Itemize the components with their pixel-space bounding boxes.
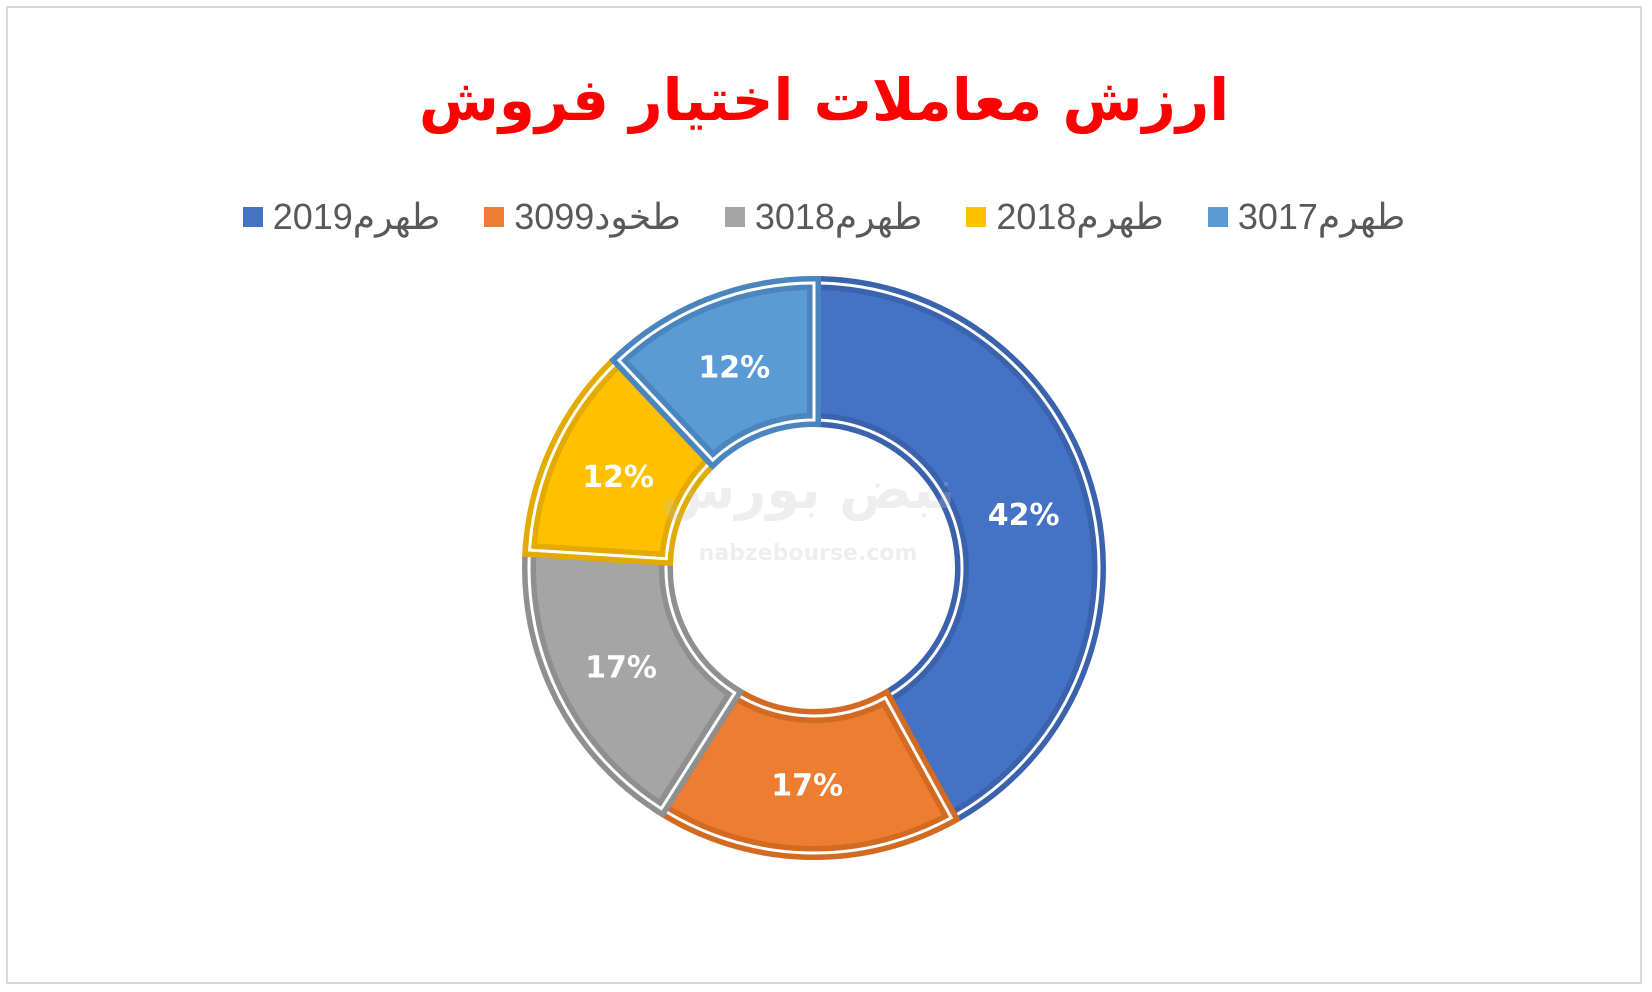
slice-separator (616, 281, 816, 463)
donut-chart: نبض بورس nabzebourse.com 42% 17% 17% 12% 12% (522, 275, 1106, 860)
chart-frame: ارزش معاملات اختیار فروش طهرم2019 طخود30… (6, 6, 1642, 984)
legend-swatch (724, 207, 745, 227)
slice-separator (527, 548, 737, 811)
legend-swatch (1207, 207, 1228, 227)
legend-swatch (242, 207, 263, 227)
legend-label: طهرم3018 (754, 196, 923, 237)
slice-separator (812, 281, 1101, 820)
legend-item: طهرم3018 (724, 196, 923, 238)
legend-item: طهرم2018 (966, 196, 1164, 238)
watermark-text: نبض بورس (661, 458, 956, 522)
slice-label: 12% (582, 460, 654, 495)
slice-label: 17% (585, 650, 657, 685)
donut-slices (522, 275, 1106, 860)
chart-title: ارزش معاملات اختیار فروش (418, 66, 1230, 134)
slice-label: 17% (771, 768, 843, 803)
legend-item: طهرم2019 (242, 196, 441, 238)
legend-swatch (966, 207, 987, 227)
legend-swatch (484, 207, 505, 227)
legend-item: طخود3099 (484, 196, 681, 238)
slice-label: 12% (698, 351, 770, 386)
watermark-logo: نبض بورس nabzebourse.com (661, 458, 956, 566)
slice-label: 42% (988, 498, 1060, 533)
legend-label: طهرم2018 (996, 196, 1164, 237)
legend-label: طهرم3017 (1237, 196, 1406, 237)
legend-item: طهرم3017 (1207, 196, 1406, 238)
legend-label: طخود3099 (514, 196, 681, 237)
legend: طهرم2019 طخود3099 طهرم3018 طهرم2018 طهرم… (8, 196, 1640, 238)
slice-labels: 42% 17% 17% 12% 12% (582, 351, 1059, 804)
legend-label: طهرم2019 (272, 196, 441, 237)
watermark-url: nabzebourse.com (699, 541, 918, 566)
slice-separator (659, 690, 954, 855)
